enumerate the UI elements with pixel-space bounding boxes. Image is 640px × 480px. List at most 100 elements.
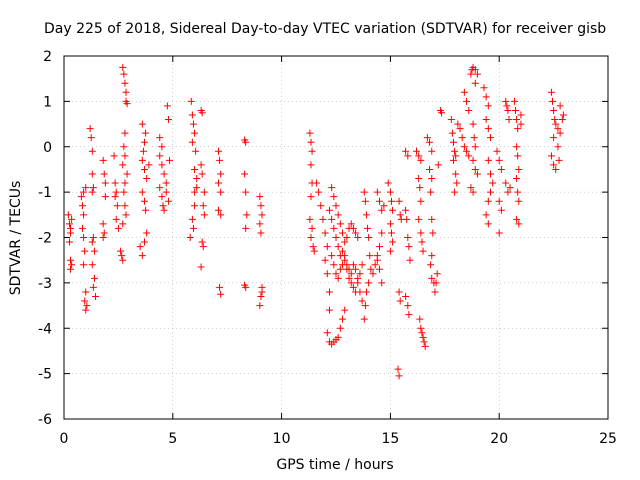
y-tick-label: -3 (38, 276, 52, 292)
data-point (347, 220, 355, 228)
data-point (554, 125, 562, 133)
data-point (191, 188, 199, 196)
data-point (347, 270, 355, 278)
data-point (482, 116, 490, 124)
data-point (243, 211, 251, 219)
data-point (415, 215, 423, 223)
data-point (486, 134, 494, 142)
data-point (428, 252, 436, 260)
data-point (88, 261, 96, 269)
y-tick-label: -5 (38, 367, 52, 383)
data-point (416, 315, 424, 323)
plot-frame (63, 55, 609, 420)
data-point (365, 234, 373, 241)
data-point (387, 229, 395, 237)
data-point (559, 111, 567, 119)
data-point (471, 79, 479, 87)
data-point (502, 179, 510, 187)
data-point (406, 256, 414, 264)
data-point (143, 229, 151, 237)
data-point (111, 193, 119, 201)
data-point (453, 179, 461, 187)
data-point (242, 138, 250, 146)
data-point (349, 261, 357, 269)
data-point (138, 156, 146, 164)
data-point (164, 197, 172, 205)
data-point (552, 165, 560, 173)
y-axis-label: SDTVAR / TECUs (8, 181, 24, 296)
y-tick-label: -1 (38, 185, 52, 201)
data-point (111, 179, 119, 187)
data-point (90, 247, 98, 255)
y-tick-label: -6 (38, 412, 52, 428)
data-point (341, 306, 349, 314)
data-point (513, 116, 521, 124)
data-point (81, 297, 89, 305)
data-point (484, 125, 492, 133)
data-point (217, 211, 225, 219)
data-point (88, 238, 96, 246)
data-point (328, 252, 336, 260)
data-point (309, 243, 317, 251)
data-point (417, 324, 425, 332)
data-point (552, 120, 560, 128)
data-point (193, 184, 201, 192)
data-point (67, 265, 75, 273)
data-point (332, 234, 340, 241)
data-point (367, 265, 375, 273)
data-point (403, 215, 411, 223)
data-point (467, 70, 475, 78)
data-point (123, 100, 131, 108)
data-point (345, 274, 353, 282)
data-point (118, 252, 126, 260)
data-point (450, 138, 458, 146)
data-point (495, 229, 503, 237)
data-point (143, 175, 151, 183)
data-point (456, 125, 464, 133)
data-point (200, 211, 208, 219)
data-point (328, 215, 336, 223)
data-point (417, 197, 425, 205)
data-point (160, 206, 168, 214)
data-point (121, 79, 129, 87)
data-point (349, 224, 357, 232)
data-point (471, 66, 479, 74)
data-point (117, 247, 125, 255)
data-point (427, 188, 435, 196)
data-point (497, 206, 505, 214)
data-point (366, 252, 374, 260)
data-point (307, 138, 315, 146)
data-point (504, 106, 512, 114)
data-point (142, 206, 150, 214)
data-point (323, 243, 331, 251)
data-point (404, 234, 412, 241)
data-point (80, 211, 88, 219)
data-point (256, 220, 264, 228)
data-point (503, 102, 511, 110)
data-point (489, 179, 497, 187)
data-point (513, 175, 521, 183)
data-point (193, 175, 201, 183)
data-point (484, 156, 492, 164)
data-point (330, 261, 338, 269)
x-tick-label: 15 (381, 431, 399, 447)
data-point (160, 170, 168, 178)
data-point (101, 193, 109, 201)
data-point (198, 170, 206, 178)
data-point (99, 220, 107, 228)
data-point (360, 188, 368, 196)
data-point (216, 156, 224, 164)
data-point (138, 120, 146, 128)
data-point (396, 297, 404, 305)
data-point (484, 197, 492, 205)
data-point (216, 283, 224, 291)
data-point (312, 179, 320, 187)
data-point (339, 247, 347, 255)
chart-title: Day 225 of 2018, Sidereal Day-to-day VTE… (44, 21, 606, 37)
data-point (81, 247, 89, 255)
data-point (164, 116, 172, 124)
data-point (120, 143, 128, 151)
data-point (417, 156, 425, 164)
data-point (465, 152, 473, 160)
